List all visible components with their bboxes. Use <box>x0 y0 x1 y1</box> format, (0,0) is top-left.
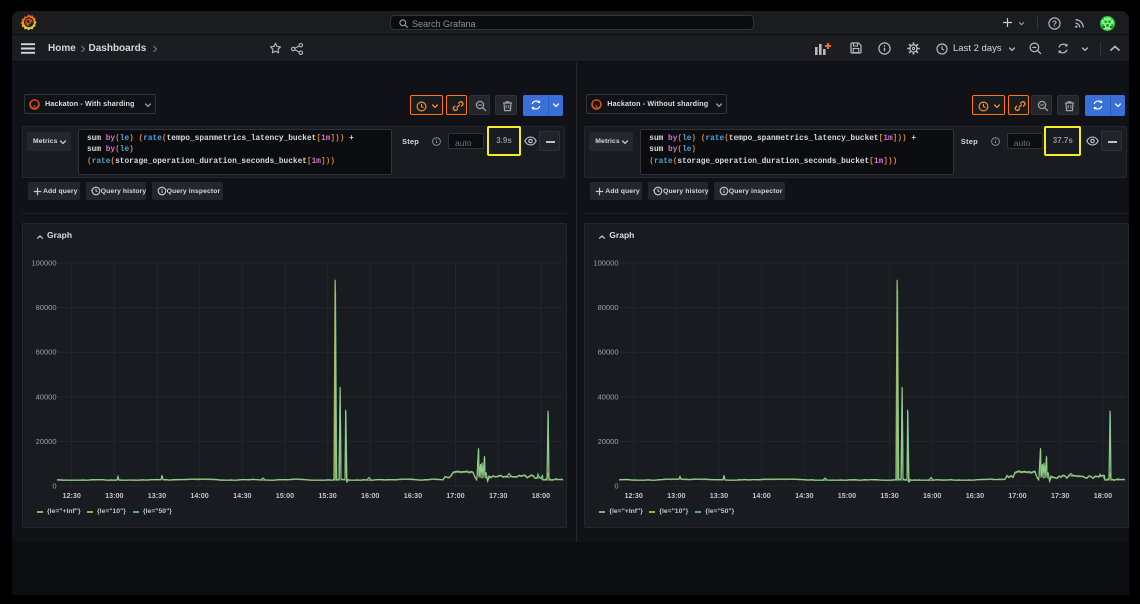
svg-text:40000: 40000 <box>598 392 619 401</box>
svg-text:15:00: 15:00 <box>838 491 856 500</box>
svg-text:17:30: 17:30 <box>1051 491 1069 500</box>
svg-text:100000: 100000 <box>594 259 619 268</box>
svg-text:15:30: 15:30 <box>318 491 336 500</box>
svg-text:18:00: 18:00 <box>532 491 550 500</box>
svg-text:0: 0 <box>615 482 619 491</box>
svg-text:14:00: 14:00 <box>190 491 208 500</box>
svg-text:15:30: 15:30 <box>881 491 899 500</box>
svg-text:100000: 100000 <box>31 259 56 268</box>
svg-text:16:30: 16:30 <box>966 491 984 500</box>
svg-text:12:30: 12:30 <box>625 491 643 500</box>
svg-text:18:00: 18:00 <box>1094 491 1112 500</box>
svg-text:20000: 20000 <box>598 437 619 446</box>
svg-text:60000: 60000 <box>36 348 57 357</box>
svg-text:17:00: 17:00 <box>446 491 464 500</box>
svg-text:17:00: 17:00 <box>1009 491 1027 500</box>
svg-text:80000: 80000 <box>36 303 57 312</box>
svg-text:14:00: 14:00 <box>753 491 771 500</box>
svg-text:17:30: 17:30 <box>489 491 507 500</box>
svg-text:15:00: 15:00 <box>276 491 294 500</box>
svg-text:16:30: 16:30 <box>404 491 422 500</box>
svg-text:12:30: 12:30 <box>63 491 81 500</box>
svg-text:60000: 60000 <box>598 348 619 357</box>
svg-text:?: ? <box>1052 18 1057 28</box>
svg-text:16:00: 16:00 <box>923 491 941 500</box>
svg-text:80000: 80000 <box>598 303 619 312</box>
svg-text:14:30: 14:30 <box>795 491 813 500</box>
svg-text:16:00: 16:00 <box>361 491 379 500</box>
svg-text:13:00: 13:00 <box>667 491 685 500</box>
svg-text:13:30: 13:30 <box>148 491 166 500</box>
svg-text:13:30: 13:30 <box>710 491 728 500</box>
svg-text:14:30: 14:30 <box>233 491 251 500</box>
svg-text:0: 0 <box>52 482 56 491</box>
svg-text:20000: 20000 <box>36 437 57 446</box>
svg-text:40000: 40000 <box>36 392 57 401</box>
svg-text:13:00: 13:00 <box>105 491 123 500</box>
